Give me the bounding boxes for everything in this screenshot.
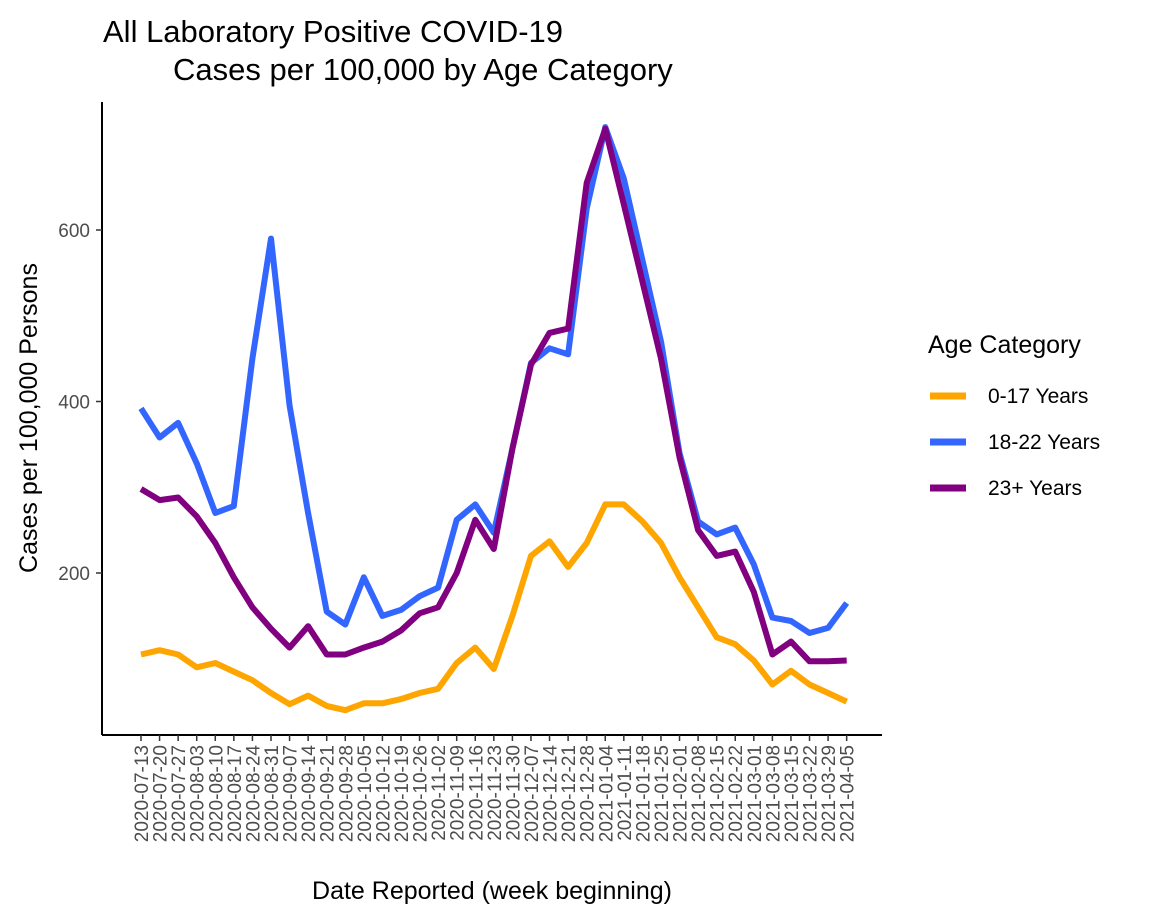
y-axis-title: Cases per 100,000 Persons xyxy=(15,263,43,573)
x-tick-label: 2021-01-25 xyxy=(652,745,673,842)
x-tick-label: 2020-09-21 xyxy=(318,745,339,842)
x-tick-label: 2020-08-17 xyxy=(225,745,246,842)
x-tick-label: 2020-08-24 xyxy=(243,745,264,843)
chart-title-line1: All Laboratory Positive COVID-19 xyxy=(103,14,563,49)
x-tick-label: 2020-10-26 xyxy=(411,745,432,842)
legend-label-1: 0-17 Years xyxy=(988,385,1088,408)
chart-title-line2: Cases per 100,000 by Age Category xyxy=(173,52,673,87)
x-tick-label: 2020-10-05 xyxy=(355,745,376,842)
x-tick-label: 2020-08-31 xyxy=(262,745,283,842)
series-lines xyxy=(138,124,850,714)
x-tick-label: 2020-11-16 xyxy=(466,745,487,841)
x-axis-ticks: 2020-07-132020-07-202020-07-272020-08-03… xyxy=(132,735,859,842)
x-tick-label: 2020-12-07 xyxy=(522,745,543,842)
x-tick-label: 2021-03-01 xyxy=(745,745,766,842)
x-tick-label: 2020-08-10 xyxy=(206,745,227,842)
x-tick-label: 2021-03-15 xyxy=(782,745,803,842)
x-tick-label: 2021-01-18 xyxy=(633,745,654,842)
x-tick-label: 2021-03-08 xyxy=(763,745,784,842)
x-tick-label: 2021-04-05 xyxy=(838,745,859,842)
y-tick-label: 400 xyxy=(58,393,90,414)
x-tick-label: 2020-12-28 xyxy=(578,745,599,842)
x-tick-label: 2020-11-30 xyxy=(503,745,524,841)
x-tick-label: 2020-08-03 xyxy=(188,745,209,842)
y-tick-label: 200 xyxy=(58,564,90,585)
x-tick-label: 2020-07-20 xyxy=(151,745,172,842)
x-tick-label: 2020-09-07 xyxy=(281,745,302,842)
x-tick-label: 2021-02-01 xyxy=(671,745,692,842)
x-tick-label: 2020-11-09 xyxy=(448,745,469,841)
x-tick-label: 2021-01-04 xyxy=(596,745,617,843)
x-tick-label: 2021-03-29 xyxy=(819,745,840,842)
x-tick-label: 2020-10-19 xyxy=(392,745,413,842)
x-tick-label: 2021-01-11 xyxy=(615,745,636,841)
series-line-1 xyxy=(140,501,848,714)
x-tick-label: 2020-07-13 xyxy=(132,745,153,842)
x-tick-label: 2021-03-22 xyxy=(801,745,822,842)
x-tick-label: 2020-11-23 xyxy=(485,745,506,841)
x-tick-label: 2021-02-22 xyxy=(726,745,747,842)
x-tick-label: 2020-11-02 xyxy=(429,745,450,841)
x-axis-title: Date Reported (week beginning) xyxy=(312,877,672,905)
x-tick-label: 2020-07-27 xyxy=(169,745,190,842)
x-tick-label: 2020-12-14 xyxy=(541,745,562,843)
x-tick-label: 2021-02-08 xyxy=(689,745,710,842)
x-tick-label: 2020-09-28 xyxy=(336,745,357,842)
legend: Age Category 0-17 Years 18-22 Years 23+ Ye… xyxy=(928,331,1100,500)
y-tick-label: 600 xyxy=(58,221,90,242)
x-tick-label: 2020-10-12 xyxy=(373,745,394,842)
x-tick-label: 2020-09-14 xyxy=(299,745,320,843)
x-tick-label: 2020-12-21 xyxy=(559,745,580,842)
legend-label-2: 18-22 Years xyxy=(988,431,1100,454)
legend-title: Age Category xyxy=(928,331,1081,359)
x-tick-label: 2021-02-15 xyxy=(708,745,729,842)
legend-label-3: 23+ Years xyxy=(988,477,1082,500)
y-axis-ticks: 200 400 600 xyxy=(58,221,102,585)
series-line-3 xyxy=(139,125,847,665)
plot-area: 200 400 600 2020-07-132020-07-202020-07-27… xyxy=(58,102,882,842)
